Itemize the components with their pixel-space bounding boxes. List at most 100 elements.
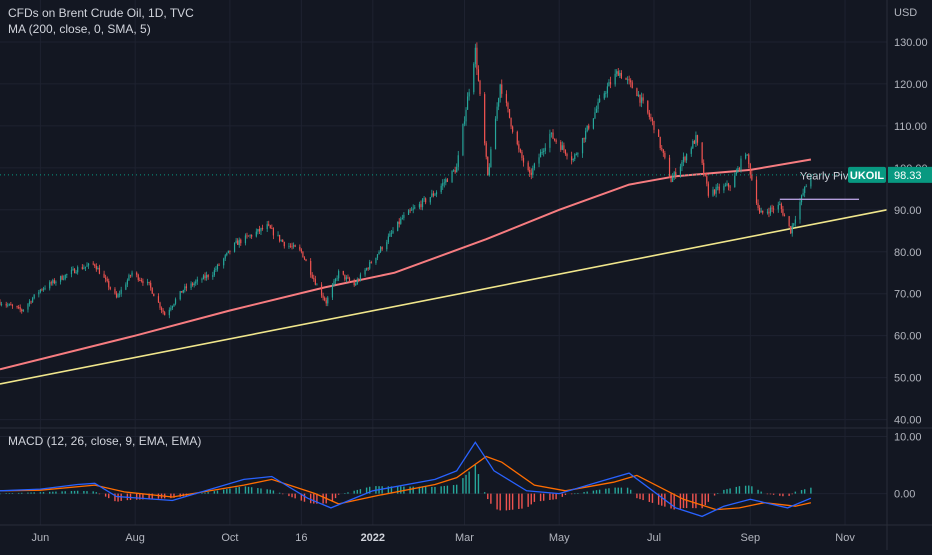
candle-body [73, 268, 76, 274]
candle-body [84, 266, 87, 268]
time-tick-label[interactable]: May [549, 532, 570, 544]
candle [703, 159, 705, 177]
candle-body [185, 286, 188, 289]
time-tick-label[interactable]: Aug [125, 532, 145, 544]
chart-title[interactable]: CFDs on Brent Crude Oil, 1D, TVC [8, 6, 194, 20]
macd-histogram-bar [757, 489, 759, 494]
candle-body [87, 263, 90, 266]
time-axis[interactable]: Jun Aug Oct 16 2022 Mar May Jul Sep Nov [32, 532, 856, 544]
candle [314, 275, 316, 286]
candle-body [42, 288, 45, 290]
macd-histogram-bar [257, 488, 259, 494]
candle-body [106, 279, 108, 282]
candle-body [277, 234, 279, 236]
candle [282, 239, 284, 243]
macd-histogram-bar [779, 493, 781, 496]
macd-histogram-bar [95, 492, 98, 494]
time-tick-label[interactable]: Mar [455, 532, 474, 544]
candle [651, 117, 654, 126]
candle [729, 185, 731, 192]
candle-body [575, 154, 577, 156]
time-tick-label[interactable]: 2022 [361, 532, 385, 544]
candle [544, 143, 546, 155]
candle-body [592, 118, 595, 129]
price-tick-label: 130.00 [894, 37, 928, 49]
candle-body [291, 246, 293, 248]
candle-body [529, 170, 531, 173]
macd-histogram-bar [17, 492, 20, 494]
time-tick-label[interactable]: 16 [295, 532, 307, 544]
macd-histogram-bar [409, 486, 411, 494]
macd-legend[interactable]: MACD (12, 26, close, 9, EMA, EMA) [8, 434, 202, 448]
candle [277, 231, 279, 237]
ma-legend[interactable]: MA (200, close, 0, SMA, 5) [8, 22, 151, 36]
time-tick-label[interactable]: Jun [32, 532, 50, 544]
candle-body [61, 276, 63, 280]
candle [793, 223, 795, 228]
trend-line-path[interactable] [0, 209, 888, 385]
candle [195, 279, 197, 286]
candle-body [597, 102, 599, 109]
candle-body [583, 138, 585, 140]
candle [117, 292, 119, 298]
macd-histogram-bar [412, 486, 414, 494]
time-tick-label[interactable]: Jul [647, 532, 661, 544]
yearly-pivot[interactable]: Yearly Pivot [779, 170, 860, 201]
candle [120, 286, 122, 297]
macd-histogram-bar [11, 493, 14, 494]
time-tick-label[interactable]: Oct [221, 532, 238, 544]
candle [452, 169, 455, 172]
currency-label: USD [894, 7, 917, 19]
candle-body [563, 145, 565, 150]
candle-body [692, 140, 694, 149]
candle [215, 266, 217, 272]
macd-histogram-bar [114, 493, 116, 502]
macd-histogram-bar [396, 486, 399, 494]
macd-histogram-bar [322, 493, 324, 504]
candle [311, 272, 313, 279]
candle-body [103, 273, 105, 278]
candle [66, 273, 68, 278]
candle-body [279, 234, 281, 241]
candle [22, 309, 24, 313]
candle [229, 250, 231, 255]
candle [348, 276, 351, 283]
candle-body [32, 298, 34, 303]
macd-histogram-bar [456, 484, 458, 494]
candle-body [572, 158, 574, 161]
candle-body [216, 264, 219, 270]
candle [488, 163, 490, 177]
candle-body [202, 275, 205, 280]
candle-body [651, 118, 654, 121]
candle-body [420, 204, 422, 208]
pivot-label: Yearly Pivot [800, 170, 858, 182]
candle-body [184, 286, 186, 290]
candle-body [159, 302, 161, 308]
candle [494, 116, 497, 150]
candle-body [512, 126, 514, 132]
time-tick-label[interactable]: Nov [835, 532, 855, 544]
candle-body [729, 186, 731, 188]
trend-line[interactable] [0, 209, 888, 385]
macd-histogram-bar [272, 490, 275, 494]
time-tick-label[interactable]: Sep [741, 532, 761, 544]
candle-body [182, 289, 184, 293]
macd-histogram-bar [794, 491, 797, 494]
candle-body [626, 79, 629, 81]
candle-body [311, 274, 313, 278]
candle [146, 278, 149, 286]
candle-body [179, 291, 181, 300]
candle-body [673, 172, 675, 178]
price-tick-label: 70.00 [894, 289, 922, 301]
candle [70, 266, 73, 278]
candle-body [300, 249, 302, 252]
candle [260, 227, 262, 235]
macd-histogram-bar [247, 486, 250, 494]
candle-body [325, 300, 327, 304]
candle-body [499, 84, 501, 99]
candle-body [718, 186, 720, 191]
candle-body [445, 179, 447, 183]
candle [39, 288, 41, 294]
candle-body [631, 82, 633, 89]
